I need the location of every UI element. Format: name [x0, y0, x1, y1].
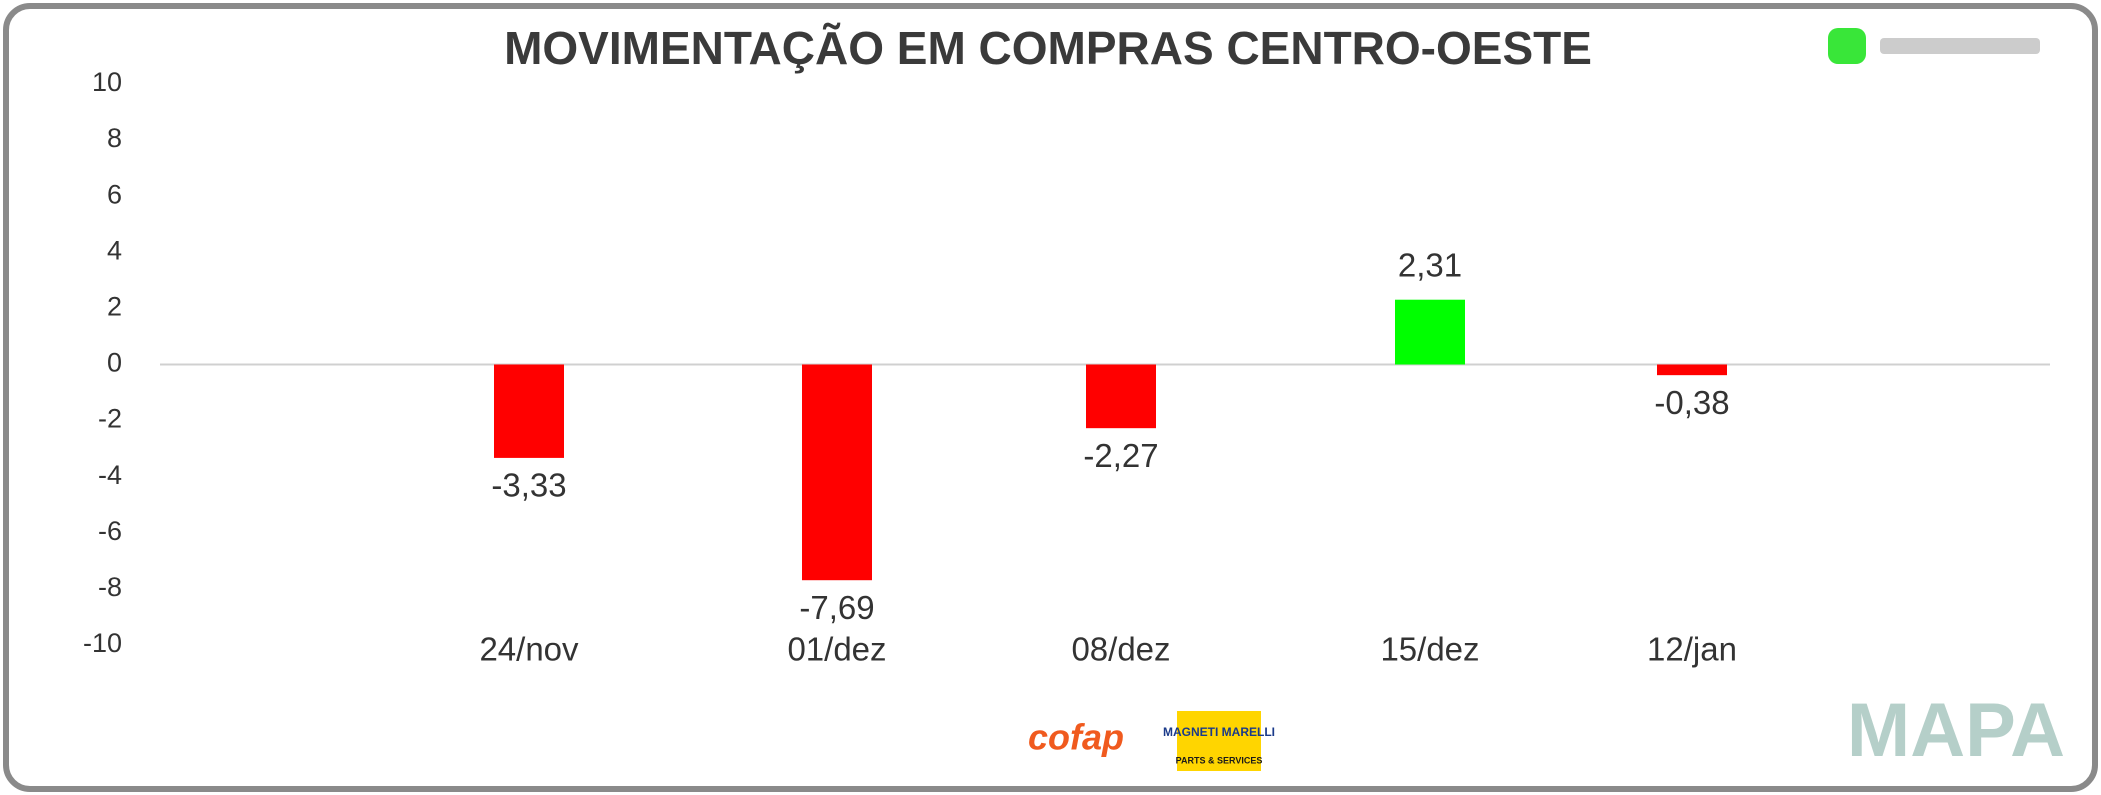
x-tick-label: 08/dez	[1071, 631, 1170, 668]
y-tick-label: 8	[107, 123, 122, 153]
y-tick-label: 10	[92, 67, 122, 97]
frame	[3, 3, 2098, 792]
y-tick-label: -10	[83, 628, 122, 658]
cofap-logo: cofap	[1028, 717, 1124, 758]
bar	[1086, 364, 1156, 429]
value-label: -0,38	[1654, 384, 1729, 421]
value-label: 2,31	[1398, 246, 1462, 283]
y-tick-label: 0	[107, 348, 122, 378]
bar	[802, 364, 872, 581]
value-label: -3,33	[491, 467, 566, 504]
y-tick-label: 2	[107, 292, 122, 322]
y-tick-label: 4	[107, 235, 122, 265]
x-tick-label: 24/nov	[479, 631, 579, 668]
value-label: -7,69	[799, 589, 874, 626]
magneti-subtitle: PARTS & SERVICES	[1176, 755, 1263, 765]
chart-title: MOVIMENTAÇÃO EM COMPRAS CENTRO-OESTE	[504, 22, 1592, 74]
y-tick-label: -6	[98, 516, 122, 546]
y-tick-label: -2	[98, 404, 122, 434]
magneti-logo: MAGNETI MARELLI	[1163, 725, 1275, 739]
bar	[494, 364, 564, 458]
brand-logo	[1828, 28, 2040, 64]
mapa-logo: MAPA	[1847, 688, 2065, 773]
x-tick-label: 12/jan	[1647, 631, 1737, 668]
value-label: -2,27	[1083, 437, 1158, 474]
x-tick-label: 15/dez	[1380, 631, 1479, 668]
y-tick-label: 6	[107, 179, 122, 209]
y-tick-label: -8	[98, 572, 122, 602]
y-tick-label: -4	[98, 460, 122, 490]
bar	[1657, 364, 1727, 376]
magneti-logo-box	[1177, 711, 1261, 771]
x-tick-label: 01/dez	[787, 631, 886, 668]
bar	[1395, 299, 1465, 365]
